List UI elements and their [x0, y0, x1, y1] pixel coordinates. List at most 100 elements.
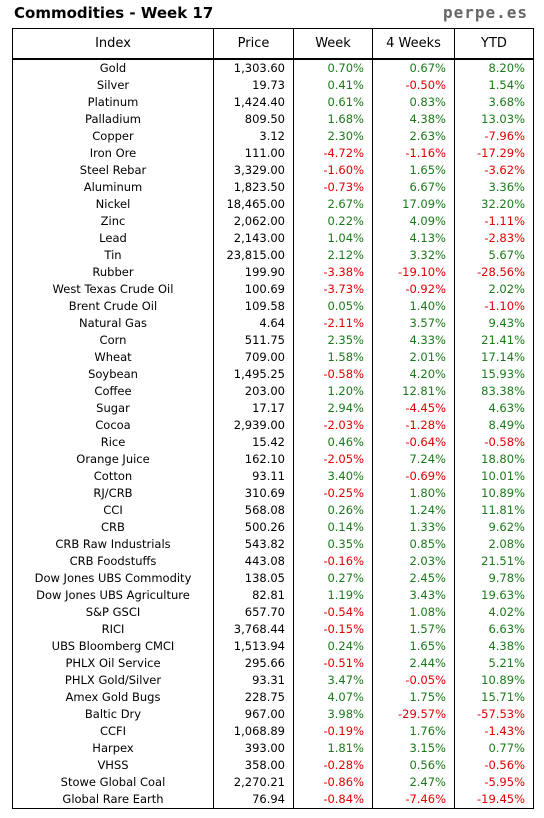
table-row: Wheat 709.00 1.58% 2.01% 17.14%: [12, 349, 534, 366]
price-cell: 93.11: [213, 468, 294, 485]
header-4-weeks: 4 Weeks: [372, 28, 455, 60]
header: Commodities - Week 17 perpe.es: [0, 0, 544, 28]
table-row: CRB Foodstuffs 443.08 -0.16% 2.03% 21.51%: [12, 553, 534, 570]
index-cell: CRB Raw Industrials: [12, 536, 214, 553]
week-cell: 2.35%: [293, 332, 373, 349]
index-cell: Rubber: [12, 264, 214, 281]
ytd-cell: -19.45%: [454, 791, 534, 809]
price-cell: 358.00: [213, 757, 294, 774]
price-cell: 511.75: [213, 332, 294, 349]
index-cell: Platinum: [12, 94, 214, 111]
header-index: Index: [12, 28, 214, 60]
table-row: Platinum 1,424.40 0.61% 0.83% 3.68%: [12, 94, 534, 111]
week-cell: 2.30%: [293, 128, 373, 145]
price-cell: 2,939.00: [213, 417, 294, 434]
week-cell: 0.05%: [293, 298, 373, 315]
four-weeks-cell: -0.69%: [372, 468, 455, 485]
table-header-row: Index Price Week 4 Weeks YTD: [12, 28, 534, 60]
week-cell: 3.47%: [293, 672, 373, 689]
four-weeks-cell: 0.85%: [372, 536, 455, 553]
four-weeks-cell: 4.09%: [372, 213, 455, 230]
table-row: Zinc 2,062.00 0.22% 4.09% -1.11%: [12, 213, 534, 230]
four-weeks-cell: 4.13%: [372, 230, 455, 247]
price-cell: 1,495.25: [213, 366, 294, 383]
week-cell: 0.70%: [293, 59, 373, 77]
table-row: S&P GSCI 657.70 -0.54% 1.08% 4.02%: [12, 604, 534, 621]
week-cell: 2.12%: [293, 247, 373, 264]
price-cell: 809.50: [213, 111, 294, 128]
table-row: Nickel 18,465.00 2.67% 17.09% 32.20%: [12, 196, 534, 213]
four-weeks-cell: -0.92%: [372, 281, 455, 298]
price-cell: 1,068.89: [213, 723, 294, 740]
index-cell: CRB Foodstuffs: [12, 553, 214, 570]
index-cell: Soybean: [12, 366, 214, 383]
ytd-cell: -17.29%: [454, 145, 534, 162]
week-cell: 0.41%: [293, 77, 373, 94]
week-cell: -0.15%: [293, 621, 373, 638]
index-cell: Stowe Global Coal: [12, 774, 214, 791]
four-weeks-cell: -0.50%: [372, 77, 455, 94]
ytd-cell: 18.80%: [454, 451, 534, 468]
ytd-cell: 9.78%: [454, 570, 534, 587]
price-cell: 657.70: [213, 604, 294, 621]
index-cell: Baltic Dry: [12, 706, 214, 723]
price-cell: 4.64: [213, 315, 294, 332]
price-cell: 1,823.50: [213, 179, 294, 196]
index-cell: Amex Gold Bugs: [12, 689, 214, 706]
price-cell: 1,303.60: [213, 59, 294, 77]
ytd-cell: -2.83%: [454, 230, 534, 247]
index-cell: Cotton: [12, 468, 214, 485]
four-weeks-cell: 0.56%: [372, 757, 455, 774]
ytd-cell: -5.95%: [454, 774, 534, 791]
index-cell: UBS Bloomberg CMCI: [12, 638, 214, 655]
week-cell: -1.60%: [293, 162, 373, 179]
table-row: Corn 511.75 2.35% 4.33% 21.41%: [12, 332, 534, 349]
ytd-cell: 21.51%: [454, 553, 534, 570]
ytd-cell: 1.54%: [454, 77, 534, 94]
ytd-cell: -1.10%: [454, 298, 534, 315]
index-cell: Rice: [12, 434, 214, 451]
four-weeks-cell: 2.45%: [372, 570, 455, 587]
index-cell: PHLX Oil Service: [12, 655, 214, 672]
ytd-cell: 2.08%: [454, 536, 534, 553]
price-cell: 709.00: [213, 349, 294, 366]
table-row: Amex Gold Bugs 228.75 4.07% 1.75% 15.71%: [12, 689, 534, 706]
four-weeks-cell: 4.33%: [372, 332, 455, 349]
ytd-cell: 9.62%: [454, 519, 534, 536]
table-row: Cocoa 2,939.00 -2.03% -1.28% 8.49%: [12, 417, 534, 434]
four-weeks-cell: 7.24%: [372, 451, 455, 468]
four-weeks-cell: -4.45%: [372, 400, 455, 417]
price-cell: 93.31: [213, 672, 294, 689]
ytd-cell: 32.20%: [454, 196, 534, 213]
week-cell: -3.38%: [293, 264, 373, 281]
week-cell: -3.73%: [293, 281, 373, 298]
ytd-cell: 4.38%: [454, 638, 534, 655]
index-cell: RJ/CRB: [12, 485, 214, 502]
week-cell: -4.72%: [293, 145, 373, 162]
four-weeks-cell: 6.67%: [372, 179, 455, 196]
ytd-cell: -0.56%: [454, 757, 534, 774]
index-cell: Sugar: [12, 400, 214, 417]
table-row: PHLX Oil Service 295.66 -0.51% 2.44% 5.21%: [12, 655, 534, 672]
four-weeks-cell: 1.08%: [372, 604, 455, 621]
week-cell: 0.14%: [293, 519, 373, 536]
week-cell: -0.28%: [293, 757, 373, 774]
four-weeks-cell: 1.75%: [372, 689, 455, 706]
four-weeks-cell: 3.57%: [372, 315, 455, 332]
week-cell: 0.27%: [293, 570, 373, 587]
table-row: Natural Gas 4.64 -2.11% 3.57% 9.43%: [12, 315, 534, 332]
ytd-cell: 5.21%: [454, 655, 534, 672]
four-weeks-cell: 1.57%: [372, 621, 455, 638]
week-cell: 0.22%: [293, 213, 373, 230]
table-row: Tin 23,815.00 2.12% 3.32% 5.67%: [12, 247, 534, 264]
four-weeks-cell: 12.81%: [372, 383, 455, 400]
price-cell: 3,768.44: [213, 621, 294, 638]
table-row: Dow Jones UBS Agriculture 82.81 1.19% 3.43%…: [12, 587, 534, 604]
table-row: Silver 19.73 0.41% -0.50% 1.54%: [12, 77, 534, 94]
week-cell: -0.25%: [293, 485, 373, 502]
four-weeks-cell: 2.03%: [372, 553, 455, 570]
price-cell: 100.69: [213, 281, 294, 298]
four-weeks-cell: 1.24%: [372, 502, 455, 519]
ytd-cell: 0.77%: [454, 740, 534, 757]
header-week: Week: [293, 28, 373, 60]
